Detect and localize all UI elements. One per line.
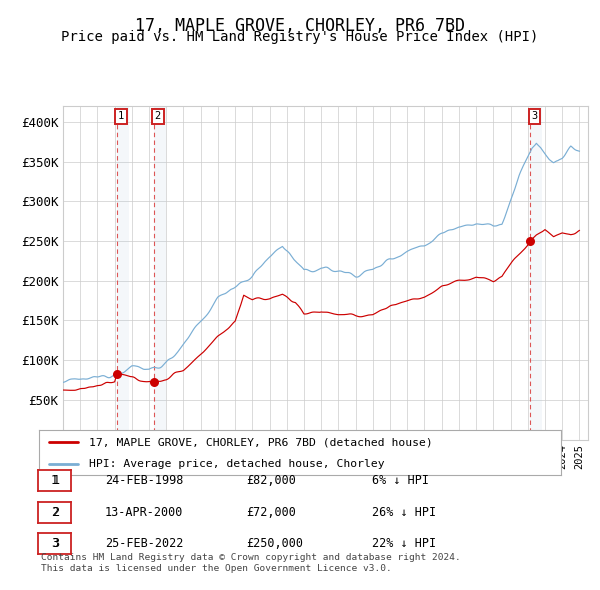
Text: 24-FEB-1998: 24-FEB-1998 — [105, 474, 184, 487]
Text: 17, MAPLE GROVE, CHORLEY, PR6 7BD (detached house): 17, MAPLE GROVE, CHORLEY, PR6 7BD (detac… — [89, 437, 433, 447]
Text: 25-FEB-2022: 25-FEB-2022 — [105, 537, 184, 550]
Text: £250,000: £250,000 — [246, 537, 303, 550]
Text: 3: 3 — [52, 537, 59, 550]
Text: 2: 2 — [52, 506, 59, 519]
Text: 3: 3 — [51, 537, 58, 550]
Text: 1: 1 — [51, 474, 58, 487]
Text: HPI: Average price, detached house, Chorley: HPI: Average price, detached house, Chor… — [89, 458, 384, 468]
Text: £72,000: £72,000 — [246, 506, 296, 519]
Text: Price paid vs. HM Land Registry's House Price Index (HPI): Price paid vs. HM Land Registry's House … — [61, 30, 539, 44]
Text: 2: 2 — [155, 111, 161, 121]
Text: £82,000: £82,000 — [246, 474, 296, 487]
Text: 1: 1 — [52, 474, 59, 487]
Bar — [530, 106, 542, 440]
Text: 2: 2 — [51, 506, 58, 519]
Text: 3: 3 — [531, 111, 538, 121]
Bar — [154, 106, 166, 440]
Text: 26% ↓ HPI: 26% ↓ HPI — [372, 506, 436, 519]
Text: Contains HM Land Registry data © Crown copyright and database right 2024.
This d: Contains HM Land Registry data © Crown c… — [41, 553, 461, 573]
Text: 22% ↓ HPI: 22% ↓ HPI — [372, 537, 436, 550]
Text: 6% ↓ HPI: 6% ↓ HPI — [372, 474, 429, 487]
Bar — [117, 106, 129, 440]
Text: 17, MAPLE GROVE, CHORLEY, PR6 7BD: 17, MAPLE GROVE, CHORLEY, PR6 7BD — [135, 17, 465, 35]
Text: 1: 1 — [118, 111, 124, 121]
Text: 13-APR-2000: 13-APR-2000 — [105, 506, 184, 519]
